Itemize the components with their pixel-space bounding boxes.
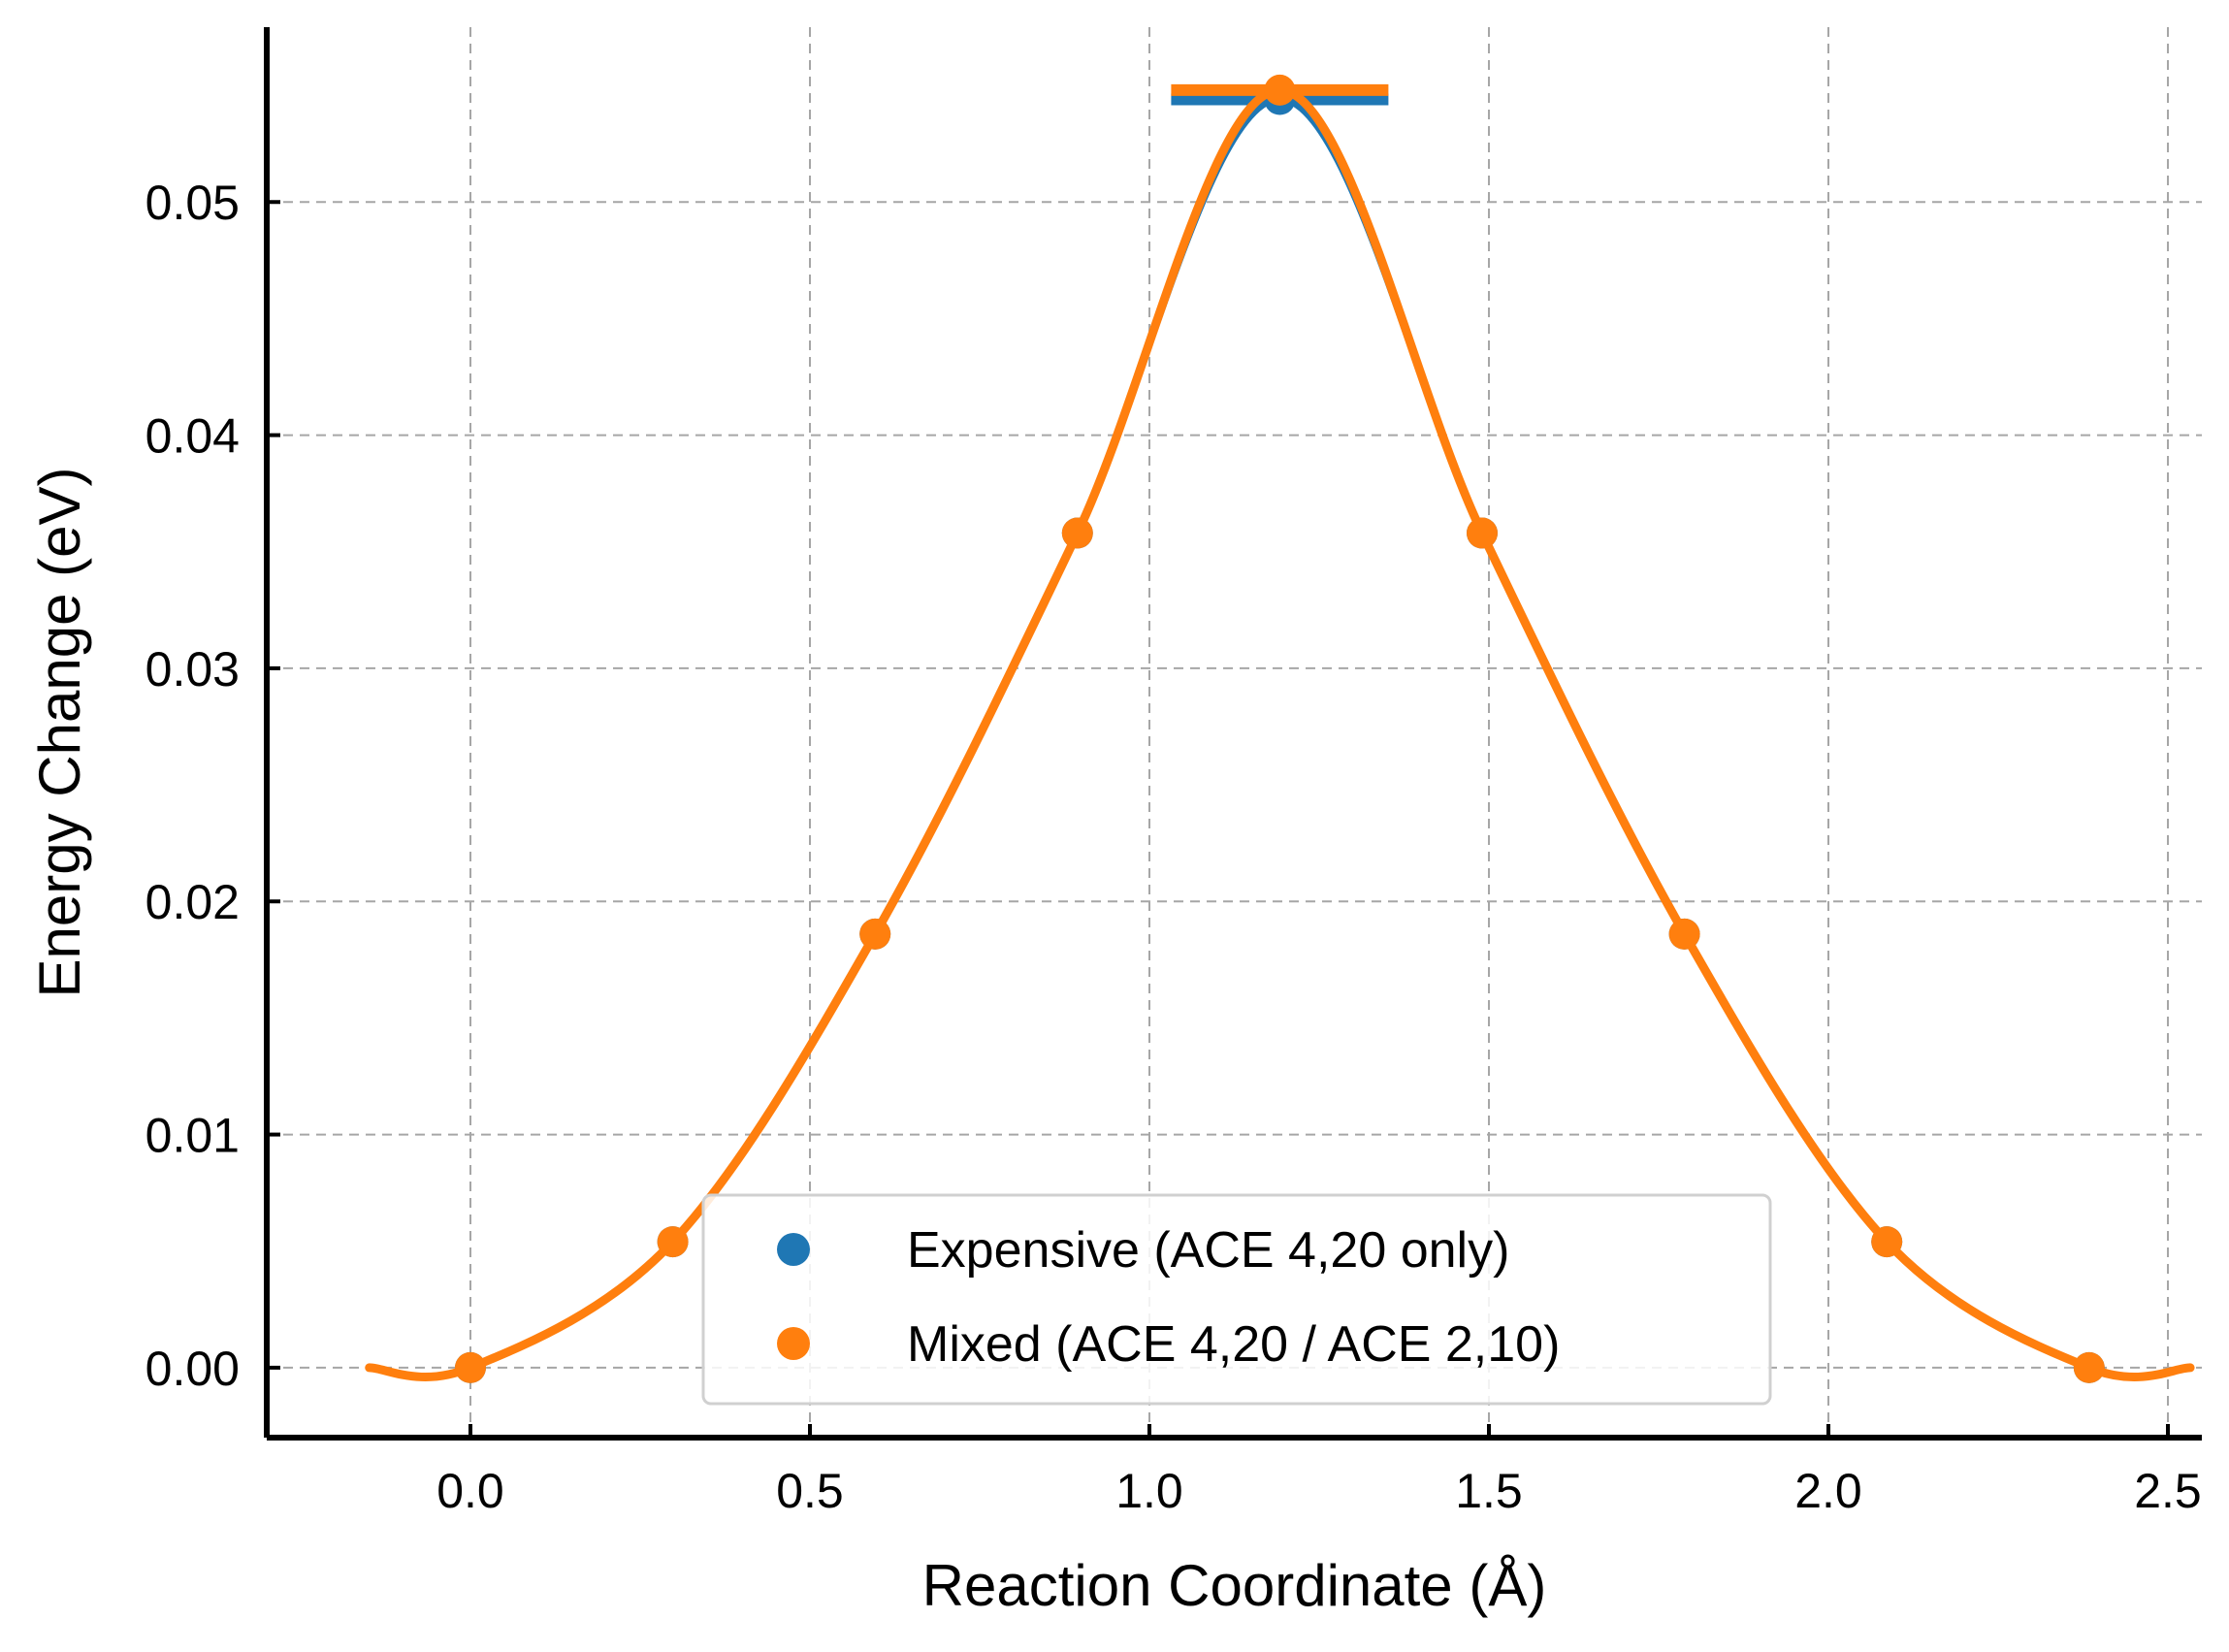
x-tick-label-4: 2.0 bbox=[1794, 1464, 1862, 1518]
data-point-1-2 bbox=[859, 918, 891, 950]
y-tick-label-0: 0.00 bbox=[145, 1342, 240, 1396]
y-tick-label-1: 0.01 bbox=[145, 1109, 240, 1163]
y-tick-label-5: 0.05 bbox=[145, 176, 240, 230]
y-tick-label-2: 0.02 bbox=[145, 875, 240, 929]
x-tick-label-5: 2.5 bbox=[2134, 1464, 2202, 1518]
legend-frame bbox=[701, 1193, 1772, 1406]
data-point-1-6 bbox=[1668, 918, 1700, 950]
legend-label-expensive: Expensive (ACE 4,20 only) bbox=[907, 1222, 1509, 1279]
series-line-1 bbox=[365, 85, 2195, 1381]
data-point-1-8 bbox=[2073, 1351, 2105, 1383]
y-axis-title: Energy Change (eV) bbox=[27, 468, 92, 998]
ticks: 0.0 0.5 1.0 1.5 2.0 2.5 0.00 0.01 0.02 0.03 0.04 0.… bbox=[145, 176, 2202, 1518]
x-tick-label-0: 0.0 bbox=[436, 1464, 504, 1518]
series-1 bbox=[365, 74, 2195, 1383]
series-line-0 bbox=[366, 96, 2194, 1380]
data-point-1-7 bbox=[1871, 1226, 1903, 1258]
data-point-1-3 bbox=[1061, 517, 1093, 549]
y-tick-label-3: 0.03 bbox=[145, 642, 240, 696]
axes bbox=[264, 27, 2202, 1441]
series-layer bbox=[365, 74, 2195, 1383]
legend-marker-expensive bbox=[777, 1233, 810, 1266]
y-tick-label-4: 0.04 bbox=[145, 409, 240, 464]
x-tick-label-2: 1.0 bbox=[1115, 1464, 1183, 1518]
data-point-1-5 bbox=[1467, 517, 1498, 549]
data-point-1-4 bbox=[1264, 74, 1296, 106]
legend-marker-mixed bbox=[777, 1327, 810, 1360]
series-0 bbox=[366, 83, 2194, 1383]
legend: Expensive (ACE 4,20 only) Mixed (ACE 4,2… bbox=[701, 1193, 1772, 1406]
x-axis-title: Reaction Coordinate (Å) bbox=[922, 1553, 1547, 1618]
data-point-1-0 bbox=[455, 1351, 486, 1383]
data-point-1-1 bbox=[657, 1226, 689, 1258]
legend-label-mixed: Mixed (ACE 4,20 / ACE 2,10) bbox=[907, 1316, 1560, 1373]
x-tick-label-1: 0.5 bbox=[776, 1464, 844, 1518]
x-tick-label-3: 1.5 bbox=[1455, 1464, 1523, 1518]
